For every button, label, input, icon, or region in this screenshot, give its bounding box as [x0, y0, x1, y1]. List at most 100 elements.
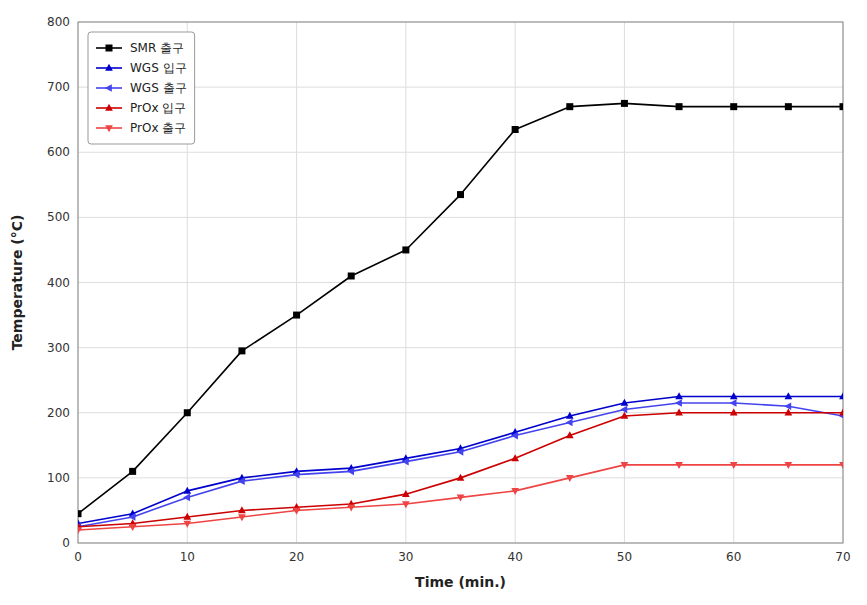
point: [730, 399, 737, 407]
y-grid-line: [78, 282, 843, 283]
series-line: [78, 396, 843, 523]
point: [620, 406, 627, 414]
point: [785, 462, 793, 469]
point: [511, 488, 519, 495]
point: [129, 468, 136, 475]
legend-label: PrOx 출구: [130, 121, 186, 135]
point: [675, 462, 683, 469]
point: [348, 272, 355, 279]
x-tick-label: 50: [617, 550, 632, 564]
point: [621, 100, 628, 107]
point: [457, 474, 465, 481]
x-tick-label: 70: [835, 550, 850, 564]
x-grid-line: [405, 22, 406, 543]
point: [183, 513, 191, 520]
legend-marker: [105, 84, 112, 92]
x-grid-line: [515, 22, 516, 543]
legend-label: WGS 입구: [130, 61, 187, 75]
y-tick-label: 300: [47, 341, 70, 355]
point: [839, 462, 843, 469]
legend-marker: [105, 104, 113, 111]
x-tick-label: 0: [74, 550, 82, 564]
y-grid-line: [78, 217, 843, 218]
point: [675, 392, 683, 399]
legend-label: SMR 출구: [130, 41, 184, 55]
legend-box: [88, 32, 195, 144]
y-tick-label: 0: [62, 536, 70, 550]
point: [78, 527, 82, 534]
point: [183, 494, 190, 502]
point: [402, 246, 409, 253]
point: [183, 521, 191, 528]
y-grid-line: [78, 152, 843, 153]
x-tick-label: 40: [508, 550, 523, 564]
point: [785, 409, 793, 416]
point: [183, 487, 191, 494]
point: [566, 103, 573, 110]
series: [78, 399, 843, 530]
series: [78, 409, 843, 530]
point: [566, 431, 574, 438]
series-line: [78, 413, 843, 527]
point: [293, 312, 300, 319]
point: [730, 392, 738, 399]
point: [785, 103, 792, 110]
legend-marker: [105, 125, 113, 132]
legend: SMR 출구 WGS 입구 WGS 출구 PrOx 입구 PrOx 출구: [88, 32, 195, 144]
x-tick-label: 20: [289, 550, 304, 564]
point: [621, 412, 629, 419]
point: [511, 454, 519, 461]
point: [621, 399, 629, 406]
point: [839, 409, 843, 416]
y-tick-label: 700: [47, 80, 70, 94]
series-line: [78, 465, 843, 530]
point: [840, 103, 844, 110]
point: [184, 409, 191, 416]
x-tick-label: 10: [180, 550, 195, 564]
point: [457, 495, 465, 502]
point: [292, 471, 299, 479]
point: [621, 462, 629, 469]
legend-marker: [105, 64, 113, 71]
point: [402, 458, 409, 466]
point: [456, 448, 463, 456]
point: [730, 462, 738, 469]
point: [730, 409, 738, 416]
point: [78, 510, 82, 517]
y-axis-label: Temperature (°C): [9, 215, 25, 351]
y-tick-label: 100: [47, 471, 70, 485]
point: [566, 475, 574, 482]
legend-label: PrOx 입구: [130, 101, 186, 115]
x-tick-label: 60: [726, 550, 741, 564]
y-grid-line: [78, 347, 843, 348]
point: [238, 477, 245, 485]
legend-label: WGS 출구: [130, 81, 187, 95]
point: [238, 506, 246, 513]
point: [785, 392, 793, 399]
point: [402, 490, 410, 497]
series-line: [78, 103, 843, 513]
point: [675, 409, 683, 416]
x-tick-label: 30: [398, 550, 413, 564]
point: [347, 504, 355, 511]
series: [78, 462, 843, 534]
y-tick-label: 200: [47, 406, 70, 420]
y-tick-label: 600: [47, 145, 70, 159]
plot-frame: [78, 22, 843, 543]
point: [675, 399, 682, 407]
point: [347, 468, 354, 476]
y-tick-label: 800: [47, 15, 70, 29]
legend-marker: [106, 45, 113, 52]
point: [238, 514, 246, 521]
series-group: [78, 100, 843, 534]
point: [457, 191, 464, 198]
grid: [78, 22, 843, 543]
series: [78, 392, 843, 526]
point: [402, 501, 410, 508]
point: [730, 103, 737, 110]
point: [566, 412, 574, 419]
point: [566, 419, 573, 427]
point: [839, 392, 843, 399]
point: [784, 402, 791, 410]
point: [511, 432, 518, 440]
